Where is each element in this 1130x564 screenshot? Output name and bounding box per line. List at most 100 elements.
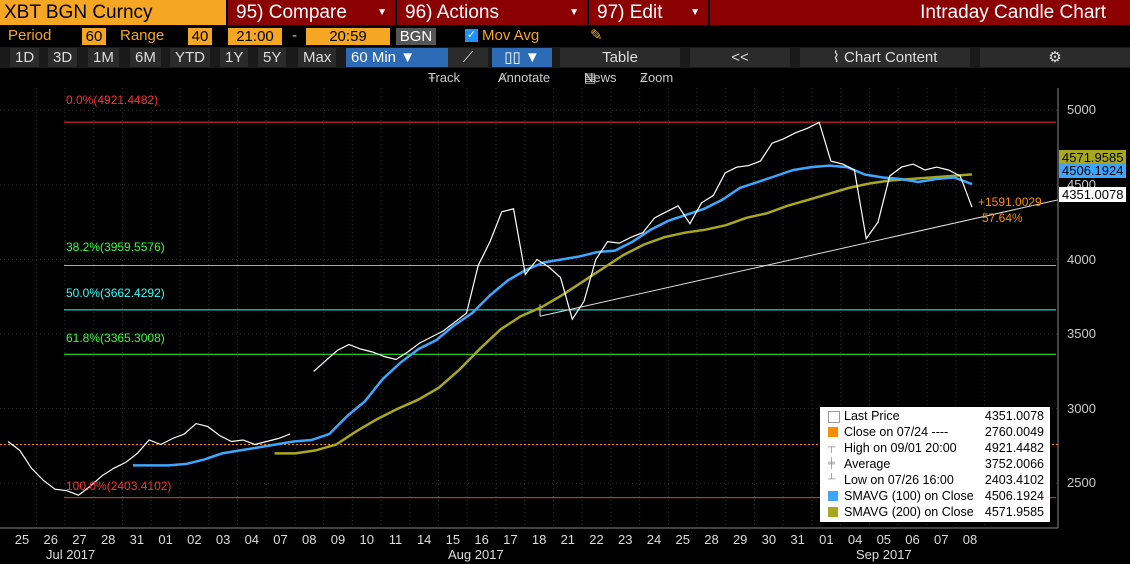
- chevron-down-icon: ▼: [377, 7, 387, 18]
- legend-value: 2760.0049: [984, 425, 1044, 439]
- edit-menu[interactable]: 97) Edit ▼: [589, 0, 708, 25]
- legend-swatch: [828, 491, 838, 501]
- sma200-price-box: 4571.9585: [1059, 150, 1127, 165]
- legend-row: ┴ Low on 07/26 16:00 2403.4102: [820, 472, 1050, 488]
- tf-1m[interactable]: 1M: [88, 48, 119, 67]
- average-icon: ╪: [828, 458, 836, 469]
- time-from-input[interactable]: 21:00: [228, 28, 282, 45]
- pencil-icon[interactable]: ✎: [590, 27, 603, 44]
- chevron-down-icon: ▼: [569, 7, 579, 18]
- legend-row: ╪ Average 3752.0066: [820, 456, 1050, 472]
- settings-bar: Period 60 Range 40 21:00 - 20:59 BGN ✓ M…: [0, 27, 1130, 47]
- x-tick-label: 04: [244, 532, 260, 547]
- price-series: [7, 121, 973, 496]
- compare-label: 95) Compare: [236, 2, 347, 23]
- actions-menu[interactable]: 96) Actions ▼: [397, 0, 587, 25]
- chart-tools: + Track ⟋ Annotate ▤ News ⌕ Zoom: [428, 68, 698, 88]
- range-input[interactable]: 40: [188, 28, 212, 45]
- legend-name: Low on 07/26 16:00: [844, 473, 954, 487]
- fib-100-label: 100.0%(2403.4102): [66, 479, 172, 493]
- x-tick-label: 27: [72, 532, 87, 547]
- period-label: Period: [8, 27, 52, 44]
- grid: [0, 88, 1058, 528]
- x-tick-label: 28: [704, 532, 719, 547]
- low-icon: ┴: [828, 474, 836, 485]
- fib-50-label: 50.0%(3662.4292): [66, 286, 165, 300]
- tf-6m[interactable]: 6M: [130, 48, 161, 67]
- candle-icon[interactable]: ▯▯ ▼: [492, 48, 552, 67]
- x-tick-label: 25: [14, 532, 30, 547]
- time-to-input[interactable]: 20:59: [306, 28, 390, 45]
- tf-3d[interactable]: 3D: [48, 48, 78, 67]
- actions-label: 96) Actions: [405, 2, 499, 23]
- y-tick-label: 3500: [1067, 326, 1096, 342]
- zoom-label: Zoom: [640, 70, 674, 85]
- news-label: News: [584, 70, 617, 85]
- news-icon: ▤: [584, 70, 597, 85]
- legend-row: ┬ High on 09/01 20:00 4921.4482: [820, 440, 1050, 456]
- check-icon[interactable]: ✓: [465, 29, 478, 42]
- crosshair-icon: +: [428, 70, 436, 85]
- timeframe-bar: 1D 3D 1M 6M YTD 1Y 5Y Max 60 Min ▼ ⟋ ▯▯ …: [0, 47, 1130, 68]
- high-icon: ┬: [828, 442, 836, 453]
- x-tick-label: 05: [876, 532, 892, 547]
- edit-label: 97) Edit: [597, 2, 663, 23]
- tf-1d[interactable]: 1D: [10, 48, 40, 67]
- legend-name: High on 09/01 20:00: [844, 441, 957, 455]
- legend-value: 4571.9585: [984, 505, 1044, 519]
- source-input[interactable]: BGN: [396, 28, 436, 45]
- annotate-label: Annotate: [498, 70, 551, 85]
- mov-avg-label[interactable]: Mov Avg: [482, 27, 540, 44]
- compare-menu[interactable]: 95) Compare ▼: [228, 0, 395, 25]
- month-label: Sep 2017: [856, 547, 912, 562]
- fib-382-label: 38.2%(3959.5576): [66, 240, 165, 254]
- legend-row: Close on 07/24 ---- 2760.0049: [820, 424, 1050, 440]
- x-tick-label: 06: [905, 532, 920, 547]
- x-tick-label: 01: [819, 532, 834, 547]
- fib-0-label: 0.0%(4921.4482): [66, 93, 159, 107]
- sma100-price-box: 4506.1924: [1059, 163, 1127, 178]
- x-tick-label: 21: [560, 532, 576, 547]
- header-bar: XBT BGN Curncy 95) Compare ▼ 96) Actions ▼…: [0, 0, 1130, 27]
- x-tick-label: 08: [302, 532, 317, 547]
- period-input[interactable]: 60: [82, 28, 106, 45]
- line-chart-icon[interactable]: ⟋: [448, 48, 488, 67]
- interval-select[interactable]: 60 Min ▼: [346, 48, 448, 67]
- legend-value: 4506.1924: [984, 489, 1044, 503]
- y-tick-label: 2500: [1067, 475, 1096, 491]
- pct-annotation: 57.64%: [982, 211, 1023, 225]
- x-tick-label: 29: [732, 532, 748, 547]
- chart-icon: ⌇: [832, 49, 845, 66]
- x-tick-label: 17: [503, 532, 518, 547]
- x-tick-label: 02: [187, 532, 202, 547]
- x-tick-label: 31: [790, 532, 805, 547]
- x-tick-label: 14: [416, 532, 432, 547]
- legend-value: 3752.0066: [984, 457, 1044, 471]
- tf-ytd[interactable]: YTD: [170, 48, 210, 67]
- sma100-series: [133, 164, 973, 467]
- last-price-box: 4351.0078: [1059, 187, 1127, 202]
- legend-row: SMAVG (200) on Close 4571.9585: [820, 504, 1050, 520]
- month-label: Aug 2017: [448, 547, 504, 562]
- chart-content-button[interactable]: ⌇ Chart Content: [800, 48, 970, 67]
- x-tick-label: 04: [847, 532, 863, 547]
- collapse-button[interactable]: <<: [690, 48, 790, 67]
- gear-icon[interactable]: ⚙: [980, 48, 1130, 67]
- x-tick-label: 23: [618, 532, 633, 547]
- chart-content-label: Chart Content: [844, 49, 938, 66]
- legend-row: Last Price 4351.0078: [820, 408, 1050, 424]
- ticker-label[interactable]: XBT BGN Curncy: [0, 0, 226, 25]
- trend-line: [539, 199, 1059, 317]
- tf-max[interactable]: Max: [298, 48, 337, 67]
- tf-1y[interactable]: 1Y: [220, 48, 249, 67]
- legend-value: 4351.0078: [984, 409, 1044, 423]
- legend-swatch: [828, 507, 838, 517]
- x-tick-label: 24: [646, 532, 662, 547]
- legend-value: 2403.4102: [984, 473, 1044, 487]
- x-tick-label: 01: [158, 532, 173, 547]
- x-tick-label: 26: [43, 532, 58, 547]
- table-button[interactable]: Table: [560, 48, 680, 67]
- range-label: Range: [120, 27, 165, 44]
- tf-5y[interactable]: 5Y: [258, 48, 287, 67]
